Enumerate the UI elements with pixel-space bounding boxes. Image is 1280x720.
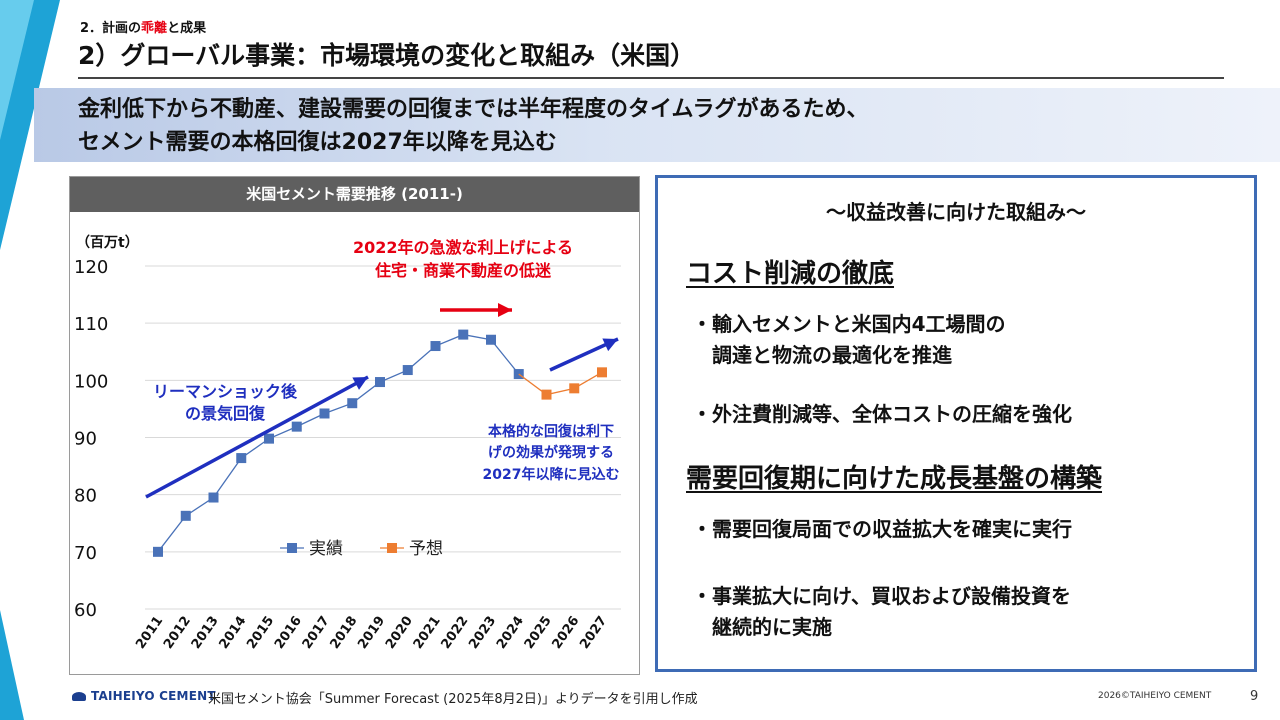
annotation-outlook-line1: 本格的な回復は利下 [488, 423, 614, 440]
legend-label-actual: 実績 [309, 539, 343, 559]
x-tick-label: 2013 [189, 614, 222, 652]
x-tick-label: 2024 [494, 614, 527, 652]
data-point-actual [291, 421, 302, 432]
data-point-actual [486, 334, 496, 345]
x-tick-label: 2027 [577, 614, 610, 652]
series-line-actual [157, 333, 520, 553]
x-tick-label: 2014 [216, 614, 249, 652]
annotation-outlook-line2: げの効果が発現する [488, 444, 614, 461]
x-tick-label: 2016 [272, 614, 305, 652]
demand-chart: 60708090100110120（百万t）201120122013201420… [74, 235, 621, 652]
banner-line-2: セメント需要の本格回復は2027年以降を見込む [78, 130, 557, 155]
data-point-actual [430, 341, 441, 352]
x-tick-label: 2020 [383, 614, 416, 652]
section-label: 2．計画の乖離と成果 [80, 21, 207, 36]
data-point-actual [153, 546, 163, 557]
x-tick-label: 2012 [161, 614, 194, 652]
bullet-cost-compression: ・外注費削減等、全体コストの圧縮を強化 [692, 402, 1072, 426]
data-point-actual [513, 369, 524, 380]
bullet-profit-expansion: ・需要回復局面での収益拡大を確実に実行 [692, 517, 1072, 541]
chart-title: 米国セメント需要推移 (2011-) [70, 177, 639, 212]
x-tick-label: 2021 [411, 614, 444, 652]
legend-marker [287, 543, 297, 553]
data-point-actual [236, 453, 247, 464]
data-source-note: 米国セメント協会「Summer Forecast (2025年8月2日)」よりデ… [208, 692, 698, 707]
section-highlight: 乖離 [141, 21, 168, 36]
x-tick-label: 2026 [549, 614, 582, 652]
page-number: 9 [1250, 689, 1259, 704]
annotation-lehman-line1: リーマンショック後 [153, 382, 298, 401]
series-line-forecast [518, 371, 603, 396]
heading-growth-foundation: 需要回復期に向けた成長基盤の構築 [686, 464, 1103, 494]
company-logo: TAIHEIYO CEMENT [72, 689, 216, 703]
initiatives-panel: ～収益改善に向けた取組み～ コスト削減の徹底 ・輸入セメントと米国内4工場間の … [655, 175, 1257, 672]
annotation-outlook-line3: 2027年以降に見込む [483, 466, 620, 483]
bullet-investment: ・事業拡大に向け、買収および設備投資を 継続的に実施 [692, 584, 1071, 639]
page-title: 2）グローバル事業：市場環境の変化と取組み（米国） [78, 41, 696, 70]
corner-decoration-bottom [0, 610, 24, 720]
banner-line-1: 金利低下から不動産、建設需要の回復までは半年程度のタイムラグがあるため、 [78, 97, 869, 122]
y-tick-label: 70 [74, 543, 97, 564]
annotation-lehman-line2: の景気回復 [185, 404, 266, 423]
recovery-trend-arrow-head [352, 377, 368, 390]
data-point-actual [347, 398, 358, 409]
y-tick-label: 120 [74, 257, 108, 278]
data-point-forecast [597, 367, 607, 378]
y-tick-label: 80 [74, 486, 97, 507]
x-tick-label: 2023 [466, 614, 499, 652]
x-tick-label: 2022 [438, 614, 471, 652]
forecast-recovery-arrow-head [602, 338, 618, 352]
y-tick-label: 90 [74, 429, 97, 450]
data-point-actual [402, 365, 413, 376]
recovery-trend-arrow [145, 375, 369, 499]
y-tick-label: 100 [74, 371, 108, 392]
copyright: 2026©TAIHEIYO CEMENT [1098, 691, 1212, 701]
annotation-rate-hike-line2: 住宅・商業不動産の低迷 [375, 261, 552, 280]
y-tick-label: 60 [74, 600, 97, 621]
chart-panel: 米国セメント需要推移 (2011-) 60 70 80 90 100 110 120 （百万t… [69, 176, 640, 675]
title-divider [78, 77, 1224, 79]
x-tick-label: 2015 [244, 614, 277, 652]
data-point-actual [319, 408, 330, 419]
summary-banner: 金利低下から不動産、建設需要の回復までは半年程度のタイムラグがあるため、 セメン… [34, 88, 1280, 162]
x-tick-label: 2025 [522, 614, 555, 652]
data-point-actual [264, 433, 274, 444]
logo-mark-icon [72, 692, 86, 701]
data-point-actual [180, 510, 191, 521]
x-tick-label: 2011 [133, 614, 166, 652]
data-point-actual [458, 329, 469, 340]
x-tick-label: 2017 [300, 614, 333, 652]
initiatives-title: ～収益改善に向けた取組み～ [826, 200, 1086, 224]
rate-hike-arrow-head [498, 303, 512, 317]
legend-marker [387, 543, 397, 553]
y-axis-label: （百万t） [76, 235, 139, 251]
legend-label-forecast: 予想 [409, 539, 443, 559]
data-point-forecast [541, 389, 552, 400]
data-point-actual [375, 377, 385, 388]
x-tick-label: 2019 [355, 614, 388, 652]
annotation-rate-hike-line1: 2022年の急激な利上げによる [353, 238, 573, 257]
corner-decoration-top-light [0, 0, 34, 140]
data-point-actual [208, 492, 219, 503]
x-tick-label: 2018 [327, 614, 360, 652]
heading-cost-reduction: コスト削減の徹底 [686, 259, 895, 289]
data-point-forecast [569, 383, 580, 394]
bullet-procurement: ・輸入セメントと米国内4工場間の 調達と物流の最適化を推進 [692, 312, 1006, 367]
y-tick-label: 110 [74, 314, 108, 335]
